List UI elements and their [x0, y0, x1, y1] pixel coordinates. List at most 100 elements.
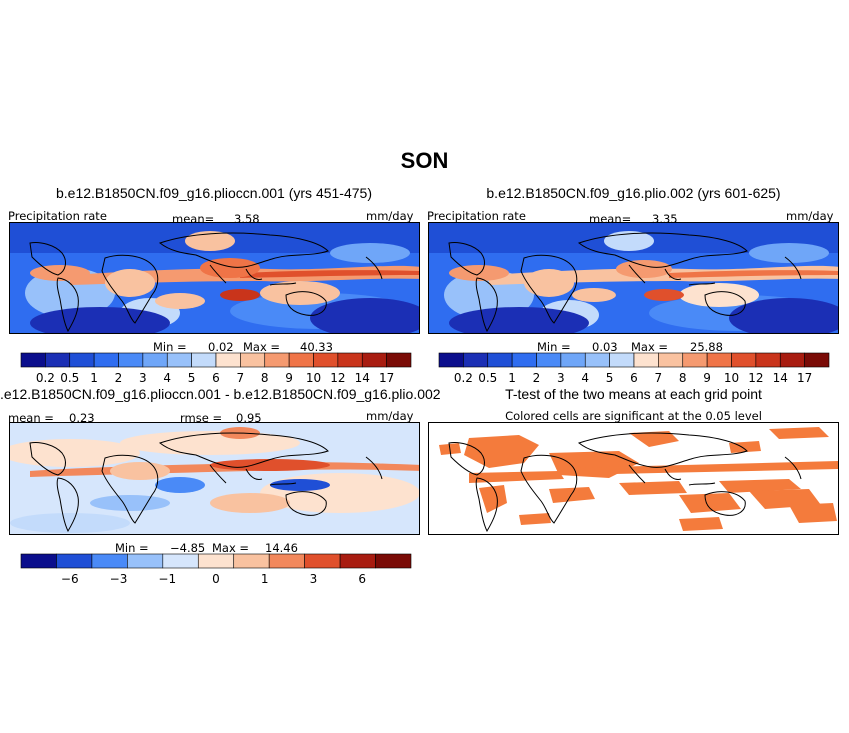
- colorbar-bottom-left-tick-label: −6: [61, 572, 79, 586]
- colorbar-bottom-left-swatch: [56, 553, 93, 569]
- colorbar-top-left-swatch: [361, 352, 387, 368]
- colorbar-top-right-tick-label: 0.2: [454, 371, 473, 385]
- colorbar-top-left-swatch: [118, 352, 144, 368]
- min-value-top-left: 0.02: [208, 340, 234, 354]
- colorbar-top-left-tick-label: 14: [355, 371, 370, 385]
- colorbar-top-left-swatch: [337, 352, 363, 368]
- colorbar-top-right-swatch: [633, 352, 659, 368]
- colorbar-top-right-tick-label: 14: [773, 371, 788, 385]
- colorbar-top-left-tick-label: 17: [379, 371, 394, 385]
- precip-map-top-left: [10, 223, 419, 333]
- colorbar-top-right-swatch: [560, 352, 586, 368]
- colorbar-bottom-left-swatch: [20, 553, 57, 569]
- colorbar-top-right-tick-label: 2: [533, 371, 541, 385]
- panel-title-top-left: b.e12.B1850CN.f09_g16.plioccn.001 (yrs 4…: [56, 185, 372, 201]
- colorbar-top-right-tick-label: 5: [606, 371, 614, 385]
- colorbar-top-right-tick-label: 17: [797, 371, 812, 385]
- colorbar-top-right-swatch: [731, 352, 757, 368]
- colorbar-top-left-swatch: [240, 352, 266, 368]
- colorbar-bottom-left-tick-label: −1: [158, 572, 176, 586]
- colorbar-bottom-left-tick-label: 3: [310, 572, 318, 586]
- colorbar-top-left-tick-label: 0.2: [36, 371, 55, 385]
- colorbar-top-right-swatch: [511, 352, 537, 368]
- colorbar-top-left-swatch: [166, 352, 192, 368]
- variable-label-top-left: Precipitation rate: [8, 209, 107, 223]
- colorbar-top-right-swatch: [487, 352, 513, 368]
- colorbar-bottom-left-swatch: [233, 553, 270, 569]
- colorbar-top-right-tick-label: 1: [508, 371, 516, 385]
- rmse-value-bottom-left: 0.95: [236, 411, 262, 425]
- colorbar-top-right-swatch: [804, 352, 830, 368]
- difference-map-bottom-left: [10, 423, 419, 534]
- colorbar-top-left-swatch: [264, 352, 290, 368]
- map-bottom-left: [9, 422, 420, 535]
- colorbar-top-left-swatch: [142, 352, 168, 368]
- panel-title-bottom-right: T-test of the two means at each grid poi…: [505, 386, 762, 402]
- units-bottom-left: mm/day: [366, 409, 414, 423]
- colorbar-top-right-swatch: [682, 352, 708, 368]
- colorbar-top-left-swatch: [93, 352, 119, 368]
- rmse-label-bottom-left: rmse =: [180, 411, 223, 425]
- precip-map-top-right: [429, 223, 838, 333]
- map-bottom-right: [428, 422, 839, 535]
- colorbar-top-left-swatch: [288, 352, 314, 368]
- colorbar-top-right-swatch: [658, 352, 684, 368]
- min-label-bottom-left: Min =: [115, 541, 149, 555]
- colorbar-top-right-tick-label: 10: [724, 371, 739, 385]
- colorbar-top-left-tick-label: 10: [306, 371, 321, 385]
- colorbar-top-right-tick-label: 9: [703, 371, 711, 385]
- colorbar-top-left-tick-label: 4: [163, 371, 171, 385]
- max-label-bottom-left: Max =: [212, 541, 250, 555]
- map-top-left: [9, 222, 420, 334]
- colorbar-top-left-swatch: [20, 352, 46, 368]
- colorbar-top-right-tick-label: 4: [581, 371, 589, 385]
- max-value-top-left: 40.33: [300, 340, 333, 354]
- variable-label-top-right: Precipitation rate: [427, 209, 526, 223]
- max-value-top-right: 25.88: [690, 340, 723, 354]
- min-label-top-left: Min =: [153, 340, 187, 354]
- colorbar-top-left-tick-label: 1: [90, 371, 98, 385]
- colorbar-top-left-swatch: [386, 352, 412, 368]
- colorbar-top-left-swatch: [191, 352, 217, 368]
- max-label-top-right: Max =: [631, 340, 669, 354]
- colorbar-bottom-left-swatch: [127, 553, 164, 569]
- max-value-bottom-left: 14.46: [265, 541, 298, 555]
- colorbar-top-right-tick-label: 7: [655, 371, 663, 385]
- colorbar-bottom-left-tick-label: 1: [261, 572, 269, 586]
- colorbar-top-left-swatch: [69, 352, 95, 368]
- panel-title-top-right: b.e12.B1850CN.f09_g16.plio.002 (yrs 601-…: [486, 185, 781, 201]
- colorbar-top-right-swatch: [706, 352, 732, 368]
- colorbar-top-left-tick-label: 0.5: [60, 371, 79, 385]
- colorbar-bottom-left-swatch: [197, 553, 235, 569]
- colorbar-top-left-tick-label: 2: [115, 371, 123, 385]
- colorbar-top-left: 0.2 0.5 1 2 3 4 5 6 7 8 9 10 12 14 17: [20, 352, 412, 388]
- colorbar-top-left-swatch: [45, 352, 71, 368]
- colorbar-top-right-tick-label: 12: [748, 371, 763, 385]
- ttest-map-bottom-right: [429, 423, 838, 534]
- units-top-right: mm/day: [786, 209, 834, 223]
- map-top-right: [428, 222, 839, 334]
- colorbar-top-right-tick-label: 8: [679, 371, 687, 385]
- max-label-top-left: Max =: [243, 340, 281, 354]
- colorbar-top-left-tick-label: 9: [285, 371, 293, 385]
- colorbar-bottom-left-swatch: [339, 553, 376, 569]
- min-value-top-right: 0.03: [592, 340, 618, 354]
- colorbar-top-left-tick-label: 5: [188, 371, 196, 385]
- colorbar-top-right-swatch: [536, 352, 562, 368]
- colorbar-top-right-swatch: [463, 352, 489, 368]
- colorbar-top-right-swatch: [609, 352, 635, 368]
- colorbar-bottom-left: −6 −3 −1 0 1 3 6: [20, 553, 412, 589]
- colorbar-bottom-left-swatch: [91, 553, 128, 569]
- colorbar-bottom-left-swatch: [162, 553, 199, 569]
- units-top-left: mm/day: [366, 209, 414, 223]
- colorbar-bottom-left-tick-label: 0: [212, 572, 220, 586]
- figure-title: SON: [400, 148, 449, 173]
- colorbar-top-right-tick-label: 3: [557, 371, 565, 385]
- colorbar-top-left-tick-label: 6: [212, 371, 220, 385]
- colorbar-top-right: 0.2 0.5 1 2 3 4 5 6 7 8 9 10 12 14 17: [438, 352, 830, 388]
- mean-value-bottom-left: 0.23: [69, 411, 95, 425]
- mean-label-bottom-left: mean =: [8, 411, 54, 425]
- colorbar-top-right-swatch: [755, 352, 781, 368]
- colorbar-bottom-left-swatch: [304, 553, 341, 569]
- colorbar-top-left-swatch: [313, 352, 339, 368]
